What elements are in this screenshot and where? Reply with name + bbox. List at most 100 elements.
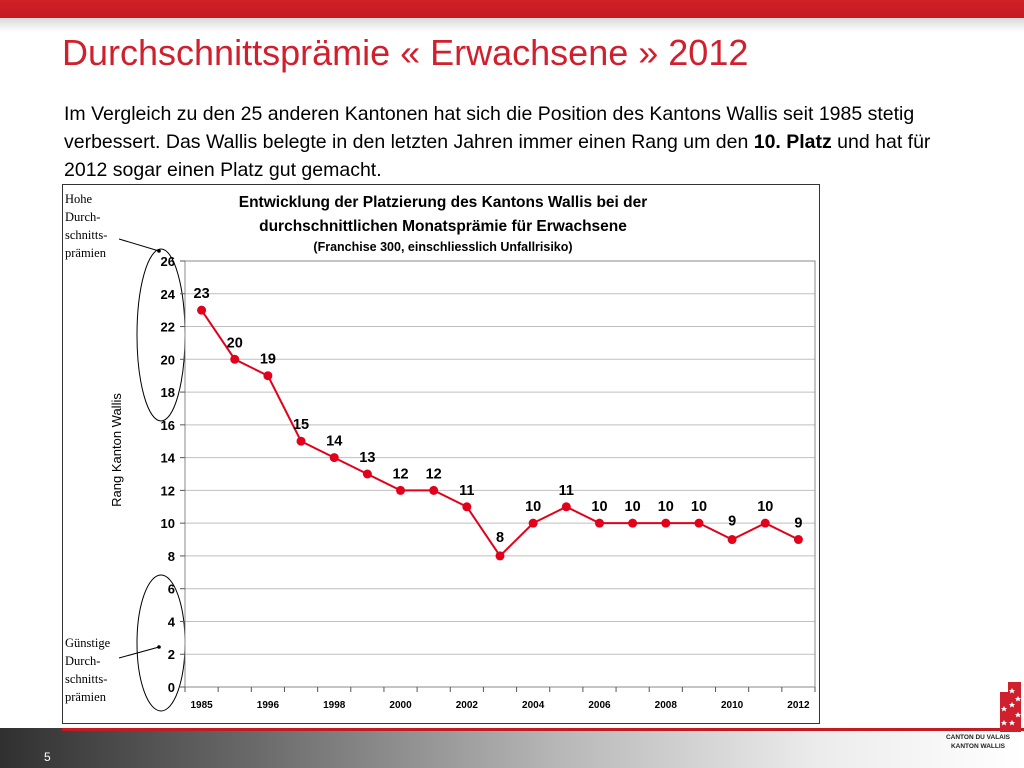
annotation-low-line: Durch- — [65, 654, 101, 668]
x-tick-label: 2002 — [456, 700, 479, 711]
data-label: 9 — [728, 514, 736, 530]
data-label: 10 — [525, 499, 541, 515]
data-point — [429, 485, 439, 495]
annotation-arrow-head — [157, 249, 161, 253]
y-axis-label: Rang Kanton Wallis — [109, 393, 124, 507]
y-tick-label: 24 — [161, 287, 176, 302]
y-tick-label: 6 — [168, 582, 175, 597]
data-point — [197, 305, 207, 315]
x-tick-label: 2004 — [522, 700, 545, 711]
annotation-low-line: Günstige — [65, 636, 111, 650]
chart-title-line1: Entwicklung der Platzierung des Kantons … — [239, 194, 648, 211]
annotation-arrow-head — [157, 645, 161, 649]
annotation-high-line: schnitts- — [65, 228, 108, 242]
plot-area — [184, 260, 816, 688]
data-point — [661, 518, 671, 528]
y-tick-label: 10 — [161, 516, 175, 531]
data-label: 10 — [691, 499, 707, 515]
data-point — [528, 518, 538, 528]
data-point — [396, 485, 406, 495]
data-label: 15 — [293, 417, 309, 433]
chart-gridlines — [185, 293, 815, 655]
chart-title-line2: durchschnittlichen Monatsprämie für Erwa… — [259, 218, 627, 235]
data-point — [296, 436, 306, 446]
data-label: 20 — [227, 335, 243, 351]
top-shadow — [0, 18, 1024, 32]
paragraph-highlight: 10. Platz — [753, 131, 832, 153]
annotation-low-line: schnitts- — [65, 672, 108, 686]
y-tick-label: 0 — [168, 680, 175, 695]
series-line — [200, 309, 799, 558]
data-label: 13 — [359, 450, 375, 466]
y-tick-label: 22 — [161, 320, 175, 335]
y-tick-label: 8 — [168, 549, 175, 564]
slide-title: Durchschnittsprämie « Erwachsene » 2012 — [62, 32, 749, 73]
x-tick-label: 2000 — [389, 700, 412, 711]
x-tick-label: 2012 — [787, 700, 810, 711]
logo-line1: CANTON DU VALAIS — [945, 734, 1011, 741]
annotation-arrow — [118, 646, 160, 659]
logo-text: CANTON DU VALAIS KANTON WALLIS — [932, 733, 1024, 751]
bottom-range-ellipse — [136, 574, 186, 712]
data-point — [793, 535, 803, 545]
data-point — [594, 518, 604, 528]
data-label: 12 — [426, 466, 442, 482]
x-tick-label: 1996 — [257, 700, 280, 711]
data-label: 12 — [392, 466, 408, 482]
data-label: 10 — [757, 499, 773, 515]
data-label: 14 — [326, 434, 342, 450]
y-tick-label: 2 — [168, 647, 175, 662]
data-label: 11 — [559, 483, 574, 499]
x-tick-label: 2006 — [588, 700, 611, 711]
data-point — [727, 535, 737, 545]
page-number: 5 — [44, 750, 51, 764]
annotation-low-premiums: Günstige Durch- schnitts- prämien — [65, 634, 125, 706]
chart-container: Entwicklung der Platzierung des Kantons … — [62, 184, 820, 724]
y-tick-label: 16 — [161, 418, 175, 433]
data-label: 10 — [658, 499, 674, 515]
line-chart: Entwicklung der Platzierung des Kantons … — [109, 194, 816, 712]
y-tick-label: 18 — [161, 385, 175, 400]
top-accent-bar — [0, 0, 1024, 18]
y-tick-label: 26 — [161, 254, 175, 269]
data-point — [561, 502, 571, 512]
intro-paragraph: Im Vergleich zu den 25 anderen Kantonen … — [64, 100, 964, 184]
data-label: 23 — [194, 286, 210, 302]
data-point — [628, 518, 638, 528]
y-tick-label: 14 — [161, 451, 176, 466]
x-tick-label: 1998 — [323, 700, 346, 711]
data-point — [462, 502, 472, 512]
chart-data-labels: 23 20 19 15 14 13 12 12 11 8 10 11 10 10 10 10 9 10 9 — [194, 286, 803, 546]
data-point — [760, 518, 770, 528]
paragraph-text-1: Im Vergleich zu den 25 anderen Kantonen … — [64, 103, 915, 153]
annotation-high-premiums: Hohe Durch- schnitts- prämien — [65, 190, 125, 262]
x-tick-label: 1985 — [190, 700, 213, 711]
x-tick-label: 2010 — [721, 700, 744, 711]
annotation-arrow — [118, 238, 160, 252]
canton-valais-logo-icon — [1000, 682, 1021, 732]
data-label: 9 — [794, 516, 802, 532]
paragraph-text-2: und hat für 2012 sogar einen Platz gut g… — [64, 131, 931, 181]
data-point — [694, 518, 704, 528]
data-point — [263, 371, 273, 381]
y-tick-label: 20 — [161, 352, 175, 367]
annotation-high-line: Durch- — [65, 210, 101, 224]
data-label: 10 — [625, 499, 641, 515]
annotation-high-line: prämien — [65, 246, 106, 260]
x-tick-label: 2008 — [655, 700, 678, 711]
logo-line2: KANTON WALLIS — [950, 743, 1006, 750]
annotation-high-line: Hohe — [65, 192, 93, 206]
chart-series — [197, 305, 803, 561]
y-tick-label: 4 — [168, 614, 176, 629]
y-tick-label: 12 — [161, 483, 175, 498]
data-label: 11 — [459, 483, 474, 499]
footer-accent-line — [62, 728, 1024, 731]
chart-subtitle: (Franchise 300, einschliesslich Unfallri… — [313, 240, 572, 254]
data-point — [230, 354, 240, 364]
annotation-low-line: prämien — [65, 690, 106, 704]
data-point — [495, 551, 505, 561]
data-label: 8 — [496, 530, 504, 546]
data-point — [329, 453, 339, 463]
data-point — [362, 469, 372, 479]
